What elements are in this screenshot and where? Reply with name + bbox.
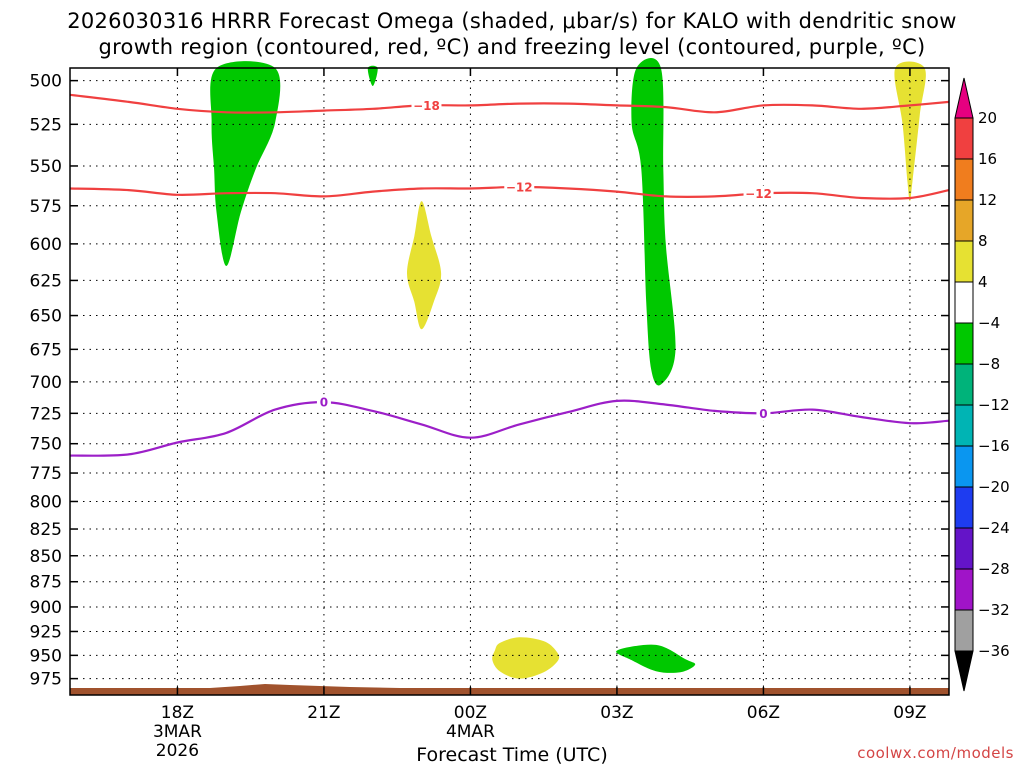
contour-label: −12 bbox=[745, 187, 772, 201]
colorbar-tick-label: 8 bbox=[978, 232, 988, 250]
y-tick-label: 500 bbox=[30, 72, 62, 92]
y-tick-label: 550 bbox=[30, 157, 62, 177]
x-tick-label: 00Z bbox=[454, 703, 487, 723]
contour-label-bg bbox=[504, 178, 535, 194]
title-line-2: growth region (contoured, red, ºC) and f… bbox=[98, 35, 926, 59]
x-tick-label: 2026 bbox=[156, 741, 199, 761]
colorbar-swatch bbox=[954, 527, 974, 570]
y-tick-label: 525 bbox=[30, 115, 62, 135]
y-tick-label: 675 bbox=[30, 340, 62, 360]
colorbar-tick-label: 4 bbox=[978, 273, 988, 291]
x-tick-label: 18Z bbox=[161, 703, 194, 723]
plot-frame bbox=[69, 67, 950, 696]
colorbar-swatch bbox=[954, 486, 974, 529]
contour-label: 0 bbox=[320, 396, 328, 410]
colorbar-tick-label: −24 bbox=[978, 519, 1010, 537]
gridlines bbox=[70, 68, 949, 695]
contour-label-bg bbox=[743, 185, 774, 201]
x-tick-label: 21Z bbox=[307, 703, 340, 723]
y-tick-label: 950 bbox=[30, 646, 62, 666]
x-tick-label: 3MAR bbox=[153, 722, 202, 742]
colorbar-swatch bbox=[954, 445, 974, 488]
chart-title: 2026030316 HRRR Forecast Omega (shaded, … bbox=[0, 8, 1024, 60]
x-axis-label: Forecast Time (UTC) bbox=[416, 744, 608, 766]
x-tick-label: 03Z bbox=[600, 703, 633, 723]
y-tick-label: 875 bbox=[30, 573, 62, 593]
y-tick-label: 900 bbox=[30, 598, 62, 618]
y-tick-label: 750 bbox=[30, 435, 62, 455]
colorbar-tick-label: −16 bbox=[978, 437, 1010, 455]
colorbar-tick-label: −36 bbox=[978, 642, 1010, 660]
x-tick-label: 4MAR bbox=[446, 722, 495, 742]
colorbar-tick-label: 20 bbox=[978, 109, 997, 127]
y-tick-label: 600 bbox=[30, 235, 62, 255]
contour-label-bg bbox=[756, 405, 771, 421]
contour-line--18 bbox=[69, 93, 950, 114]
colorbar-tick-label: 12 bbox=[978, 191, 997, 209]
colorbar: 20 16 12 8 4 −4 −8 −12 −16 −20 −24 −28 −32 −36 bbox=[954, 77, 1010, 692]
omega-shading bbox=[210, 58, 926, 679]
colorbar-swatch bbox=[954, 322, 974, 365]
omega-region-green-1 bbox=[210, 61, 281, 266]
contour-label: −18 bbox=[413, 99, 440, 113]
colorbar-swatch-bottom bbox=[954, 650, 974, 692]
colorbar-swatch bbox=[954, 568, 974, 611]
contour-label-bg bbox=[316, 394, 331, 410]
y-tick-label: 925 bbox=[30, 622, 62, 642]
y-tick-label: 800 bbox=[30, 492, 62, 512]
y-tick-label: 850 bbox=[30, 547, 62, 567]
contour-label: 0 bbox=[759, 407, 767, 421]
title-line-1: 2026030316 HRRR Forecast Omega (shaded, … bbox=[67, 9, 957, 33]
omega-region-green-4 bbox=[616, 644, 696, 673]
omega-region-yellow-1 bbox=[407, 201, 442, 330]
colorbar-swatch bbox=[954, 240, 974, 283]
terrain-bump bbox=[210, 684, 400, 688]
y-tick-label: 975 bbox=[30, 670, 62, 690]
contour-line-0 bbox=[69, 399, 950, 457]
colorbar-tick-label: 16 bbox=[978, 150, 997, 168]
y-tick-label: 650 bbox=[30, 307, 62, 327]
colorbar-tick-label: −12 bbox=[978, 396, 1010, 414]
colorbar-tick-label: −20 bbox=[978, 478, 1010, 496]
omega-region-green-2 bbox=[367, 65, 378, 86]
omega-region-yellow-2 bbox=[492, 637, 560, 679]
contour-lines: −18 −12 −12 0 0 bbox=[69, 93, 950, 457]
colorbar-tick-label: −28 bbox=[978, 560, 1010, 578]
colorbar-tick-label: −4 bbox=[978, 314, 1000, 332]
contour-label: −12 bbox=[506, 180, 533, 194]
y-tick-label: 575 bbox=[30, 197, 62, 217]
y-axis: 500 525 550 575 600 625 650 675 700 725 750 775 800 8… bbox=[30, 72, 949, 690]
colorbar-swatch bbox=[954, 609, 974, 652]
y-tick-label: 725 bbox=[30, 404, 62, 424]
colorbar-tick-label: −8 bbox=[978, 355, 1000, 373]
x-tick-label: 09Z bbox=[893, 703, 926, 723]
colorbar-swatch bbox=[954, 363, 974, 406]
credit-text: coolwx.com/models bbox=[857, 744, 1014, 762]
colorbar-swatch bbox=[954, 281, 974, 324]
colorbar-tick-label: −32 bbox=[978, 601, 1010, 619]
colorbar-swatch bbox=[954, 117, 974, 160]
y-tick-label: 625 bbox=[30, 271, 62, 291]
omega-region-green-3 bbox=[631, 58, 676, 386]
colorbar-swatch-top bbox=[954, 77, 974, 119]
y-tick-label: 700 bbox=[30, 373, 62, 393]
terrain-strip bbox=[70, 688, 949, 695]
x-tick-label: 06Z bbox=[747, 703, 780, 723]
colorbar-swatch bbox=[954, 199, 974, 242]
contour-label-bg bbox=[411, 97, 442, 113]
y-tick-label: 775 bbox=[30, 464, 62, 484]
y-tick-label: 825 bbox=[30, 520, 62, 540]
colorbar-swatch bbox=[954, 404, 974, 447]
omega-region-yellow-3 bbox=[894, 61, 926, 202]
colorbar-swatch bbox=[954, 158, 974, 201]
